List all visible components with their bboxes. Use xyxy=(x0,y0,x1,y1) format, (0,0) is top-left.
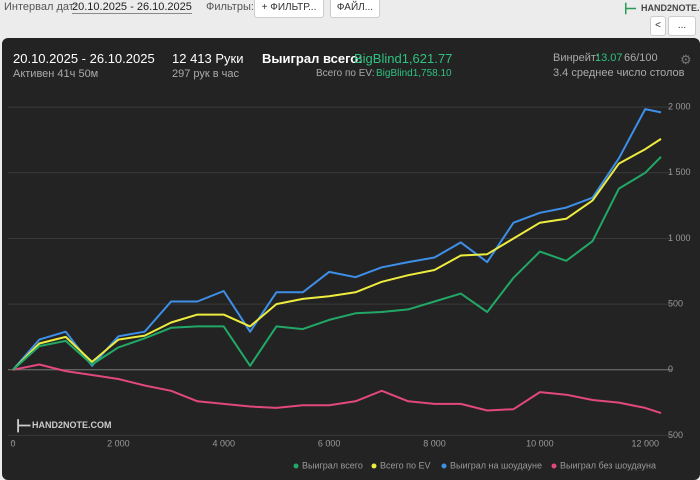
y-tick-label: 500 xyxy=(668,430,683,440)
x-tick-label: 0 xyxy=(10,438,15,448)
hands: 12 413 Руки xyxy=(172,51,244,66)
y-tick-label: 0 xyxy=(668,364,673,374)
legend-dot xyxy=(441,463,447,469)
date-value[interactable]: 20.10.2025 - 26.10.2025 xyxy=(72,1,192,14)
legend-dot xyxy=(371,463,377,469)
winrate-label: Винрейт: xyxy=(553,52,600,64)
legend-dot xyxy=(293,463,299,469)
tables: 3.4 среднее число столов xyxy=(553,67,685,79)
legend-label: Выиграл всего xyxy=(302,460,363,470)
legend-label: Выиграл на шоудауне xyxy=(450,460,542,470)
series-line xyxy=(12,363,662,415)
x-tick-label: 12 000 xyxy=(631,438,659,448)
filter-button[interactable]: + ФИЛЬТР... xyxy=(254,0,324,18)
y-tick-label: 500 xyxy=(668,298,683,308)
legend-label: Всего по EV xyxy=(380,460,430,470)
x-tick-label: 4 000 xyxy=(212,438,235,448)
x-tick-label: 10 000 xyxy=(526,438,554,448)
back-button[interactable]: < xyxy=(650,16,666,36)
series-line xyxy=(12,108,662,371)
hands-per-hour: 297 рук в час xyxy=(172,68,240,80)
won-label: Выиграл всего: xyxy=(262,51,363,66)
filters-label: Фильтры: xyxy=(206,1,254,13)
legend-dot xyxy=(551,463,557,469)
winrate-unit: 66/100 xyxy=(624,52,658,64)
logo-icon: ⊢ xyxy=(624,1,638,18)
y-tick-label: 2 000 xyxy=(668,102,691,112)
x-tick-label: 8 000 xyxy=(423,438,446,448)
legend-label: Выиграл без шоудауна xyxy=(560,460,656,470)
ev-value: BigBlind1,758.10 xyxy=(376,68,452,79)
winrate-value: 13.07 xyxy=(595,52,623,64)
file-button[interactable]: ФАЙЛ... xyxy=(330,0,380,18)
y-tick-label: 1 500 xyxy=(668,167,691,177)
watermark-icon: ⊢ xyxy=(16,416,32,436)
date-label: Интервал дат: xyxy=(4,1,77,13)
more-button[interactable]: ... xyxy=(668,16,696,36)
series-line xyxy=(12,156,662,371)
period: 20.10.2025 - 26.10.2025 xyxy=(13,51,155,66)
graph-panel: 20.10.2025 - 26.10.2025 Активен 41ч 50м … xyxy=(2,38,700,480)
series-line xyxy=(12,138,662,371)
won-value: BigBlind1,621.77 xyxy=(354,51,453,66)
watermark: HAND2NOTE.COM xyxy=(32,420,112,430)
ev-label: Всего по EV: xyxy=(316,68,375,79)
x-tick-label: 6 000 xyxy=(318,438,341,448)
active-time: Активен 41ч 50м xyxy=(13,68,99,80)
logo: HAND2NOTE.CO xyxy=(641,3,700,13)
settings-icon[interactable]: ⚙ xyxy=(680,52,692,67)
x-tick-label: 2 000 xyxy=(107,438,130,448)
y-tick-label: 1 000 xyxy=(668,233,691,243)
